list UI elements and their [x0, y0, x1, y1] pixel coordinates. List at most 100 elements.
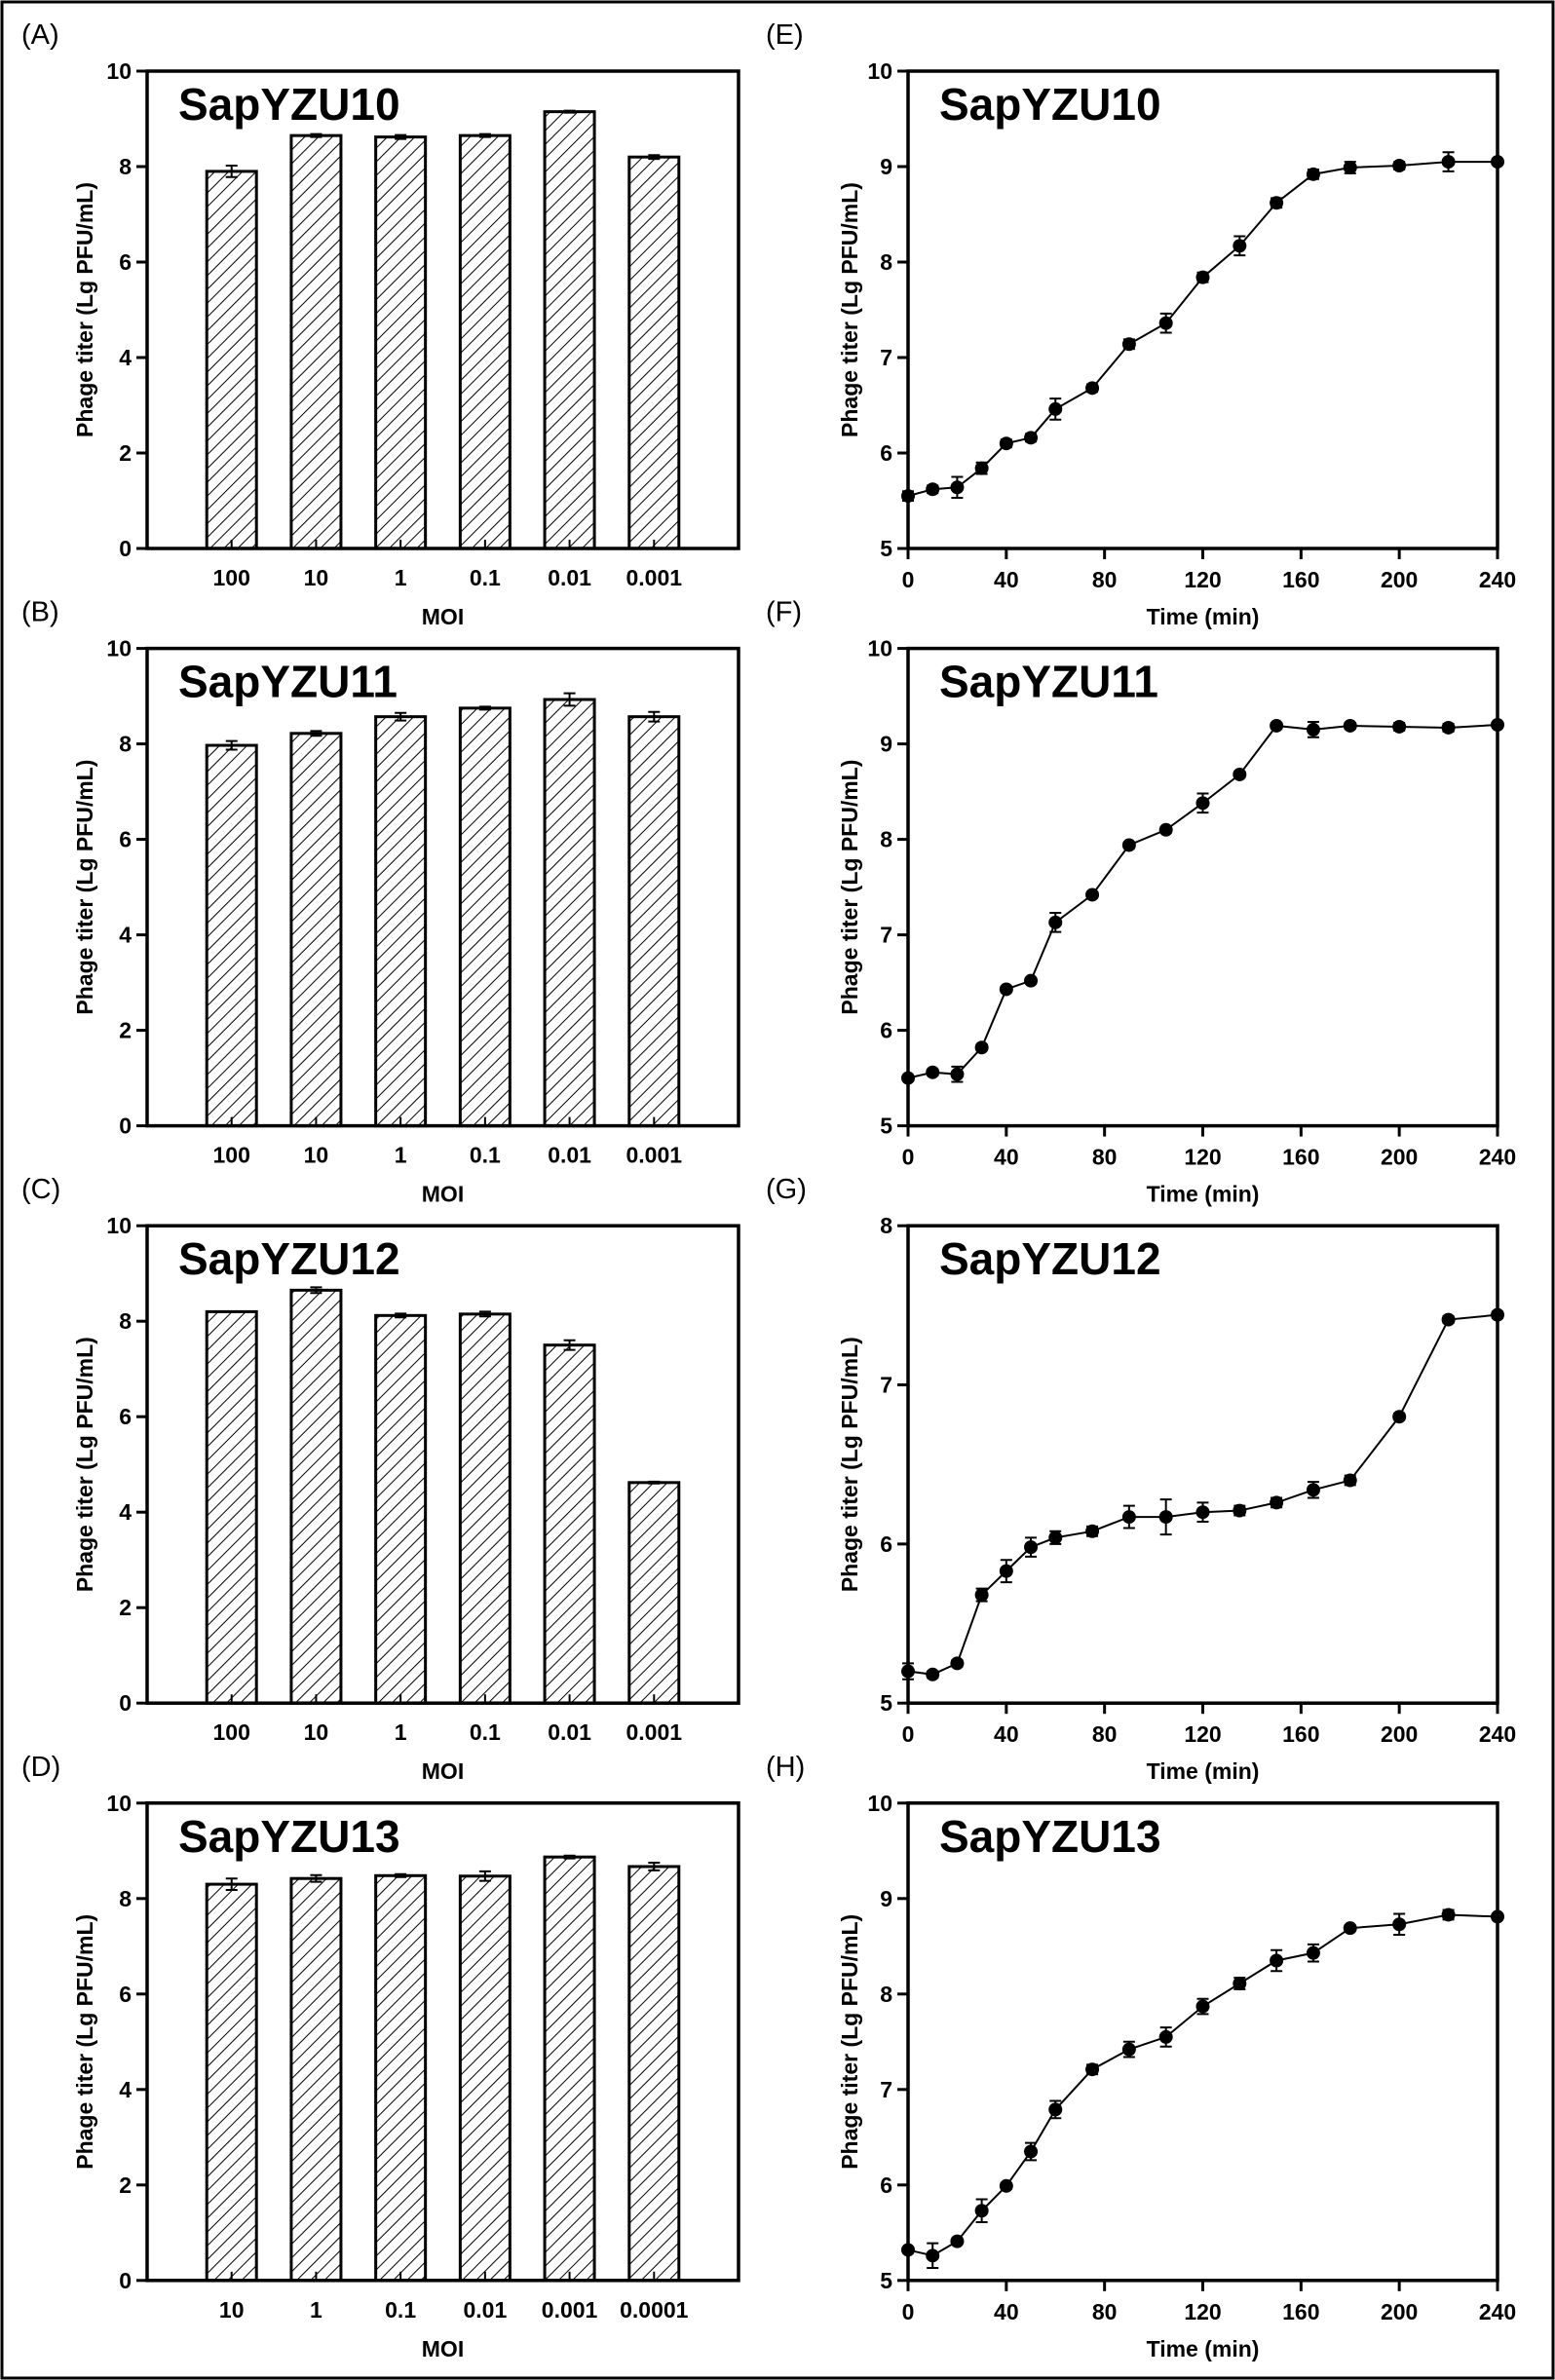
y-tick-label: 8	[880, 249, 892, 275]
x-tick-label: 160	[1282, 2299, 1319, 2324]
error-bar	[395, 711, 407, 722]
bar	[458, 133, 512, 550]
x-tick-label: 160	[1282, 1721, 1319, 1747]
y-tick-label: 5	[880, 1114, 892, 1139]
chart-panel-f: (F) 5 6 7 8 9 10 Phage titer (Lg PFU/mL) Time (m…	[766, 597, 1516, 1207]
y-tick-label: 10	[106, 1213, 132, 1238]
error-bar	[310, 1286, 322, 1295]
y-axis-title: Phage titer (Lg PFU/mL)	[72, 182, 97, 437]
x-tick-label: 120	[1184, 1145, 1221, 1170]
x-tick-label: 0.0001	[620, 2297, 689, 2323]
x-tick-label: 1	[310, 2297, 322, 2323]
data-point	[1024, 2144, 1039, 2159]
y-tick-label: 6	[880, 2172, 892, 2198]
x-tick-label: 0	[902, 2299, 915, 2324]
y-tick-label: 8	[880, 827, 892, 852]
x-tick-label: 80	[1092, 2299, 1118, 2324]
x-tick-label: 10	[304, 1719, 329, 1745]
data-point	[1158, 2029, 1173, 2044]
y-axis-title: Phage titer (Lg PFU/mL)	[72, 1337, 97, 1592]
y-tick-label: 4	[119, 345, 132, 370]
y-tick-label: 6	[119, 1982, 132, 2007]
y-tick-label: 5	[880, 1690, 892, 1716]
panel-label: (A)	[21, 19, 59, 51]
x-tick-label: 80	[1092, 1145, 1118, 1170]
chart-title: SapYZU11	[178, 657, 398, 707]
y-tick-label: 8	[119, 1308, 132, 1334]
bar	[458, 1312, 512, 1705]
x-tick-label: 200	[1381, 567, 1418, 592]
chart-panel-e: (E) 5 6 7 8 9 10 Phage titer (Lg PFU/mL) Time (m…	[766, 19, 1516, 629]
error-bar	[310, 730, 322, 737]
data-point	[1392, 159, 1407, 173]
data-point	[1121, 2042, 1136, 2057]
y-tick-label: 4	[119, 2077, 132, 2102]
chart-title: SapYZU12	[939, 1233, 1161, 1284]
bar	[205, 1882, 258, 2283]
data-point	[1085, 381, 1100, 396]
error-bar	[563, 1339, 576, 1351]
error-bar	[648, 154, 661, 161]
x-tick-label: 200	[1381, 1145, 1418, 1170]
chart-panel-a: (A) 0 2 4 6 8 10 Phage titer (Lg PFU/mL) MOI 100 1…	[21, 19, 740, 629]
y-tick-label: 8	[119, 154, 132, 179]
data-point	[1121, 838, 1136, 852]
data-point	[1306, 167, 1320, 181]
bar	[543, 698, 596, 1128]
data-point	[1048, 2102, 1063, 2117]
data-point	[1306, 1946, 1320, 1960]
data-point	[974, 1588, 989, 1603]
x-tick-label: 0.01	[548, 1719, 591, 1745]
y-axis-title: Phage titer (Lg PFU/mL)	[72, 760, 97, 1015]
y-tick-label: 2	[119, 1595, 132, 1620]
bar	[205, 170, 258, 550]
x-tick-label: 240	[1479, 567, 1516, 592]
data-point	[1441, 1312, 1456, 1327]
x-axis-title: Time (min)	[1147, 604, 1260, 629]
panel-label: (H)	[766, 1752, 805, 1783]
data-point	[1306, 1483, 1320, 1497]
error-bar	[395, 1312, 407, 1319]
x-axis-title: MOI	[422, 1182, 464, 1207]
x-tick-label: 1	[395, 1143, 407, 1168]
data-point	[1048, 1530, 1063, 1545]
error-bar	[395, 1872, 407, 1878]
x-tick-label: 0.1	[470, 1719, 501, 1745]
bar	[205, 743, 258, 1128]
chart-panel-g: (G) 5 6 7 8 Phage titer (Lg PFU/mL) Time (min)…	[766, 1174, 1516, 1784]
bar	[627, 155, 681, 550]
x-tick-label: 160	[1282, 1145, 1319, 1170]
data-point	[1441, 1908, 1456, 1922]
bar	[374, 135, 428, 550]
data-point	[926, 1667, 940, 1681]
data-point	[1441, 720, 1456, 735]
x-tick-label: 0.01	[548, 1143, 591, 1168]
data-point	[1392, 1410, 1407, 1424]
data-point	[1195, 270, 1210, 284]
panel-label: (D)	[21, 1752, 60, 1783]
bar	[374, 715, 428, 1128]
y-tick-label: 6	[880, 1018, 892, 1043]
y-tick-label: 0	[119, 2268, 132, 2293]
x-tick-label: 40	[994, 1145, 1019, 1170]
error-bar	[478, 1870, 491, 1882]
data-point	[1441, 155, 1456, 170]
data-point	[1195, 796, 1210, 811]
panel-label: (G)	[766, 1174, 807, 1205]
y-axis-title: Phage titer (Lg PFU/mL)	[837, 182, 862, 437]
data-point	[1233, 1977, 1247, 1991]
x-tick-label: 240	[1479, 2299, 1516, 2324]
error-bar	[225, 739, 238, 751]
chart-panel-b: (B) 0 2 4 6 8 10 Phage titer (Lg PFU/mL) MOI 100 1…	[21, 597, 740, 1207]
data-point	[1306, 722, 1320, 737]
y-axis-title: Phage titer (Lg PFU/mL)	[72, 1914, 97, 2170]
bar	[627, 715, 681, 1128]
data-point	[1195, 1999, 1210, 2014]
y-tick-label: 10	[867, 58, 892, 84]
x-tick-label: 40	[994, 2299, 1019, 2324]
x-tick-label: 120	[1184, 2299, 1221, 2324]
data-point	[1195, 1505, 1210, 1520]
y-axis-title: Phage titer (Lg PFU/mL)	[837, 760, 862, 1015]
y-tick-label: 9	[880, 732, 892, 757]
